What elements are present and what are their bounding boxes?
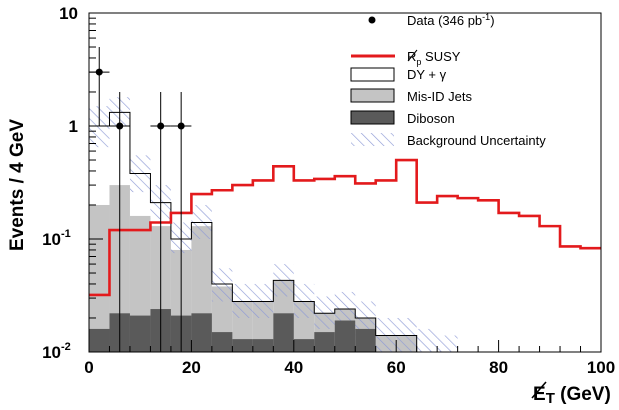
x-tick-label: 20 [182, 358, 201, 377]
bar-diboson [293, 339, 315, 352]
legend-swatch-dy [350, 67, 395, 82]
legend-marker-data [368, 16, 376, 24]
legend-label-dy: DY + γ [407, 67, 447, 82]
legend-item-uncertainty: Background Uncertainty [351, 133, 546, 148]
bar-diboson [273, 313, 294, 352]
legend-label-data: Data (346 pb [407, 13, 482, 28]
svg-text:Data (346 pb-1): Data (346 pb-1) [407, 12, 495, 28]
x-axis-label-main: E [533, 384, 546, 405]
x-tick-label: 40 [284, 358, 303, 377]
data-points [89, 47, 192, 352]
y-tick-label: 1 [69, 117, 78, 136]
bar-misid [89, 204, 110, 352]
uncertainty-bin [416, 328, 438, 352]
x-tick-label: 80 [489, 358, 508, 377]
legend-swatch-uncertainty [351, 133, 394, 146]
x-tick-label: 0 [84, 358, 93, 377]
x-axis-label-sub: T [546, 390, 555, 407]
uncertainty-bin [437, 335, 458, 352]
uncertainty-bin [211, 268, 233, 302]
x-axis-label-unit: (GeV) [555, 384, 611, 405]
plot-area [89, 97, 601, 352]
data-point-marker [177, 122, 185, 130]
legend-swatch-misid [350, 88, 395, 103]
bar-diboson [191, 313, 212, 352]
data-point-marker [116, 122, 124, 130]
data-point [109, 91, 130, 352]
bar-diboson [314, 332, 335, 352]
legend-label-susy-sub: p [416, 57, 421, 67]
bar-diboson [355, 328, 376, 352]
y-tick-label: 10 [42, 343, 61, 362]
x-tick-label: 100 [587, 358, 615, 377]
plot-frame [88, 12, 602, 353]
bar-diboson [211, 332, 233, 352]
bar-diboson [232, 339, 253, 352]
bar-diboson [334, 320, 356, 352]
y-tick-label-exponent: -1 [61, 228, 71, 240]
legend-label-susy: SUSY [421, 49, 460, 64]
series-susy-line [89, 158, 601, 297]
legend-label-diboson: Diboson [407, 111, 455, 126]
legend-label-data-close: ) [490, 13, 494, 28]
legend-label-misid: Mis-ID Jets [407, 89, 473, 104]
x-axis-ticks: 0 20 40 60 80 100 [84, 340, 615, 377]
y-tick-label: 10 [59, 4, 78, 23]
x-axis-label: ET (GeV) [531, 381, 611, 407]
bar-diboson [252, 339, 274, 352]
y-tick-label: 10 [42, 230, 61, 249]
data-point-marker [157, 122, 165, 130]
legend-swatch-diboson [350, 110, 395, 125]
uncertainty-bin [314, 296, 335, 329]
legend-label-uncertainty: Background Uncertainty [407, 133, 546, 148]
legend-label-data-sup: -1 [482, 12, 490, 22]
legend-item-susy: Rp SUSY [351, 49, 461, 67]
legend-item-diboson: Diboson [350, 110, 455, 126]
legend-item-misid: Mis-ID Jets [350, 88, 473, 104]
data-point [89, 47, 110, 126]
data-point [150, 91, 171, 352]
data-point-marker [95, 68, 103, 76]
bar-diboson [129, 315, 151, 352]
svg-text:ET (GeV): ET (GeV) [533, 384, 611, 407]
bar-diboson [89, 328, 110, 352]
x-tick-label: 60 [387, 358, 406, 377]
x-axis-label-slash [531, 381, 547, 399]
legend: Data (346 pb-1) Rp SUSY DY + γ Mis-ID Je… [350, 12, 546, 148]
y-tick-label-exponent: -2 [61, 341, 71, 353]
data-point [170, 91, 192, 352]
legend-susy-slash [407, 49, 418, 62]
y-axis-label: Events / 4 GeV [7, 119, 28, 251]
legend-item-dy: DY + γ [350, 67, 447, 82]
legend-item-data: Data (346 pb-1) [368, 12, 495, 28]
